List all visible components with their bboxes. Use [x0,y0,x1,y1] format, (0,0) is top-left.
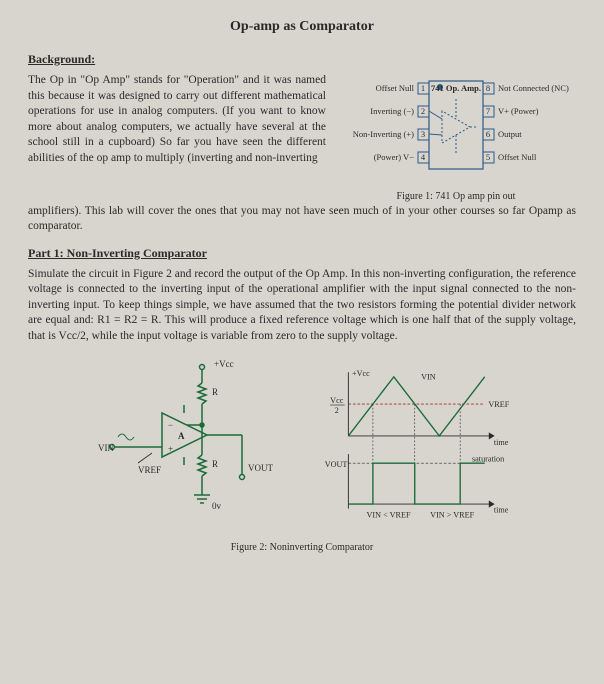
figure1-svg: 741 Op. Amp. 1 Offset Null 2 Inverting (… [336,73,576,183]
svg-text:+Vcc: +Vcc [214,359,234,369]
intro-row: The Op in "Op Amp" stands for "Operation… [28,73,576,204]
svg-text:time: time [494,438,509,447]
svg-text:−: − [168,420,173,430]
pin-7: 7 V+ (Power) [483,106,539,117]
svg-text:3: 3 [421,129,425,139]
svg-text:R: R [212,387,218,397]
svg-text:VREF: VREF [138,465,161,475]
svg-text:Inverting (−): Inverting (−) [370,106,414,116]
pin-5: 5 Offset Null [483,152,537,163]
svg-text:4: 4 [421,152,426,162]
intro-continued: amplifiers). This lab will cover the one… [28,204,576,235]
pin-2: 2 Inverting (−) [370,106,442,119]
svg-text:VOUT: VOUT [325,459,348,468]
svg-text:VOUT: VOUT [248,463,273,473]
pin-1: 1 Offset Null [376,83,429,94]
figure1-caption: Figure 1: 741 Op amp pin out [336,190,576,204]
svg-text:(Power) V−: (Power) V− [374,152,414,162]
svg-text:Not Connected (NC): Not Connected (NC) [498,83,569,93]
svg-text:V+ (Power): V+ (Power) [498,106,539,116]
figure2-caption: Figure 2: Noninverting Comparator [28,541,576,555]
figure2-container: − + +Vcc R R VIN VREF [28,355,576,535]
svg-text:5: 5 [486,152,490,162]
svg-text:VREF: VREF [488,399,509,408]
pin-8: 8 Not Connected (NC) [483,83,569,94]
pin-6: 6 Output [483,129,522,140]
svg-text:Non-Inverting (+): Non-Inverting (+) [353,129,414,139]
svg-text:VIN: VIN [98,443,114,453]
svg-text:1: 1 [421,83,425,93]
svg-text:time: time [494,505,509,514]
svg-text:7: 7 [486,106,490,116]
svg-text:R: R [212,459,218,469]
svg-text:2: 2 [421,106,425,116]
part1-body: Simulate the circuit in Figure 2 and rec… [28,267,576,345]
svg-text:Output: Output [498,129,522,139]
svg-text:Offset Null: Offset Null [376,83,415,93]
svg-text:VIN < VREF: VIN < VREF [367,510,411,519]
background-heading: Background: [28,51,576,67]
svg-text:8: 8 [486,83,490,93]
figure1-container: 741 Op. Amp. 1 Offset Null 2 Inverting (… [336,73,576,204]
figure2-circuit: − + +Vcc R R VIN VREF [92,355,292,535]
svg-text:+: + [168,444,173,454]
intro-text-left: The Op in "Op Amp" stands for "Operation… [28,73,326,166]
svg-text:saturation: saturation [472,454,504,463]
svg-text:Offset Null: Offset Null [498,152,537,162]
pin-4: 4 (Power) V− [374,152,429,163]
svg-text:2: 2 [335,406,339,415]
svg-text:+Vcc: +Vcc [352,368,370,377]
svg-text:VIN > VREF: VIN > VREF [430,510,474,519]
part1-heading: Part 1: Non-Inverting Comparator [28,245,576,261]
chip-label: 741 Op. Amp. [431,83,481,93]
page-title: Op-amp as Comparator [28,18,576,37]
figure2-plots: +Vcc Vcc 2 VIN VREF time VOUT saturation… [312,355,512,535]
pin-3: 3 Non-Inverting (+) [353,129,442,140]
svg-text:VIN: VIN [421,372,436,381]
svg-text:6: 6 [486,129,490,139]
svg-text:0v: 0v [212,501,222,511]
svg-text:A: A [178,431,185,441]
svg-text:Vcc: Vcc [330,396,344,405]
